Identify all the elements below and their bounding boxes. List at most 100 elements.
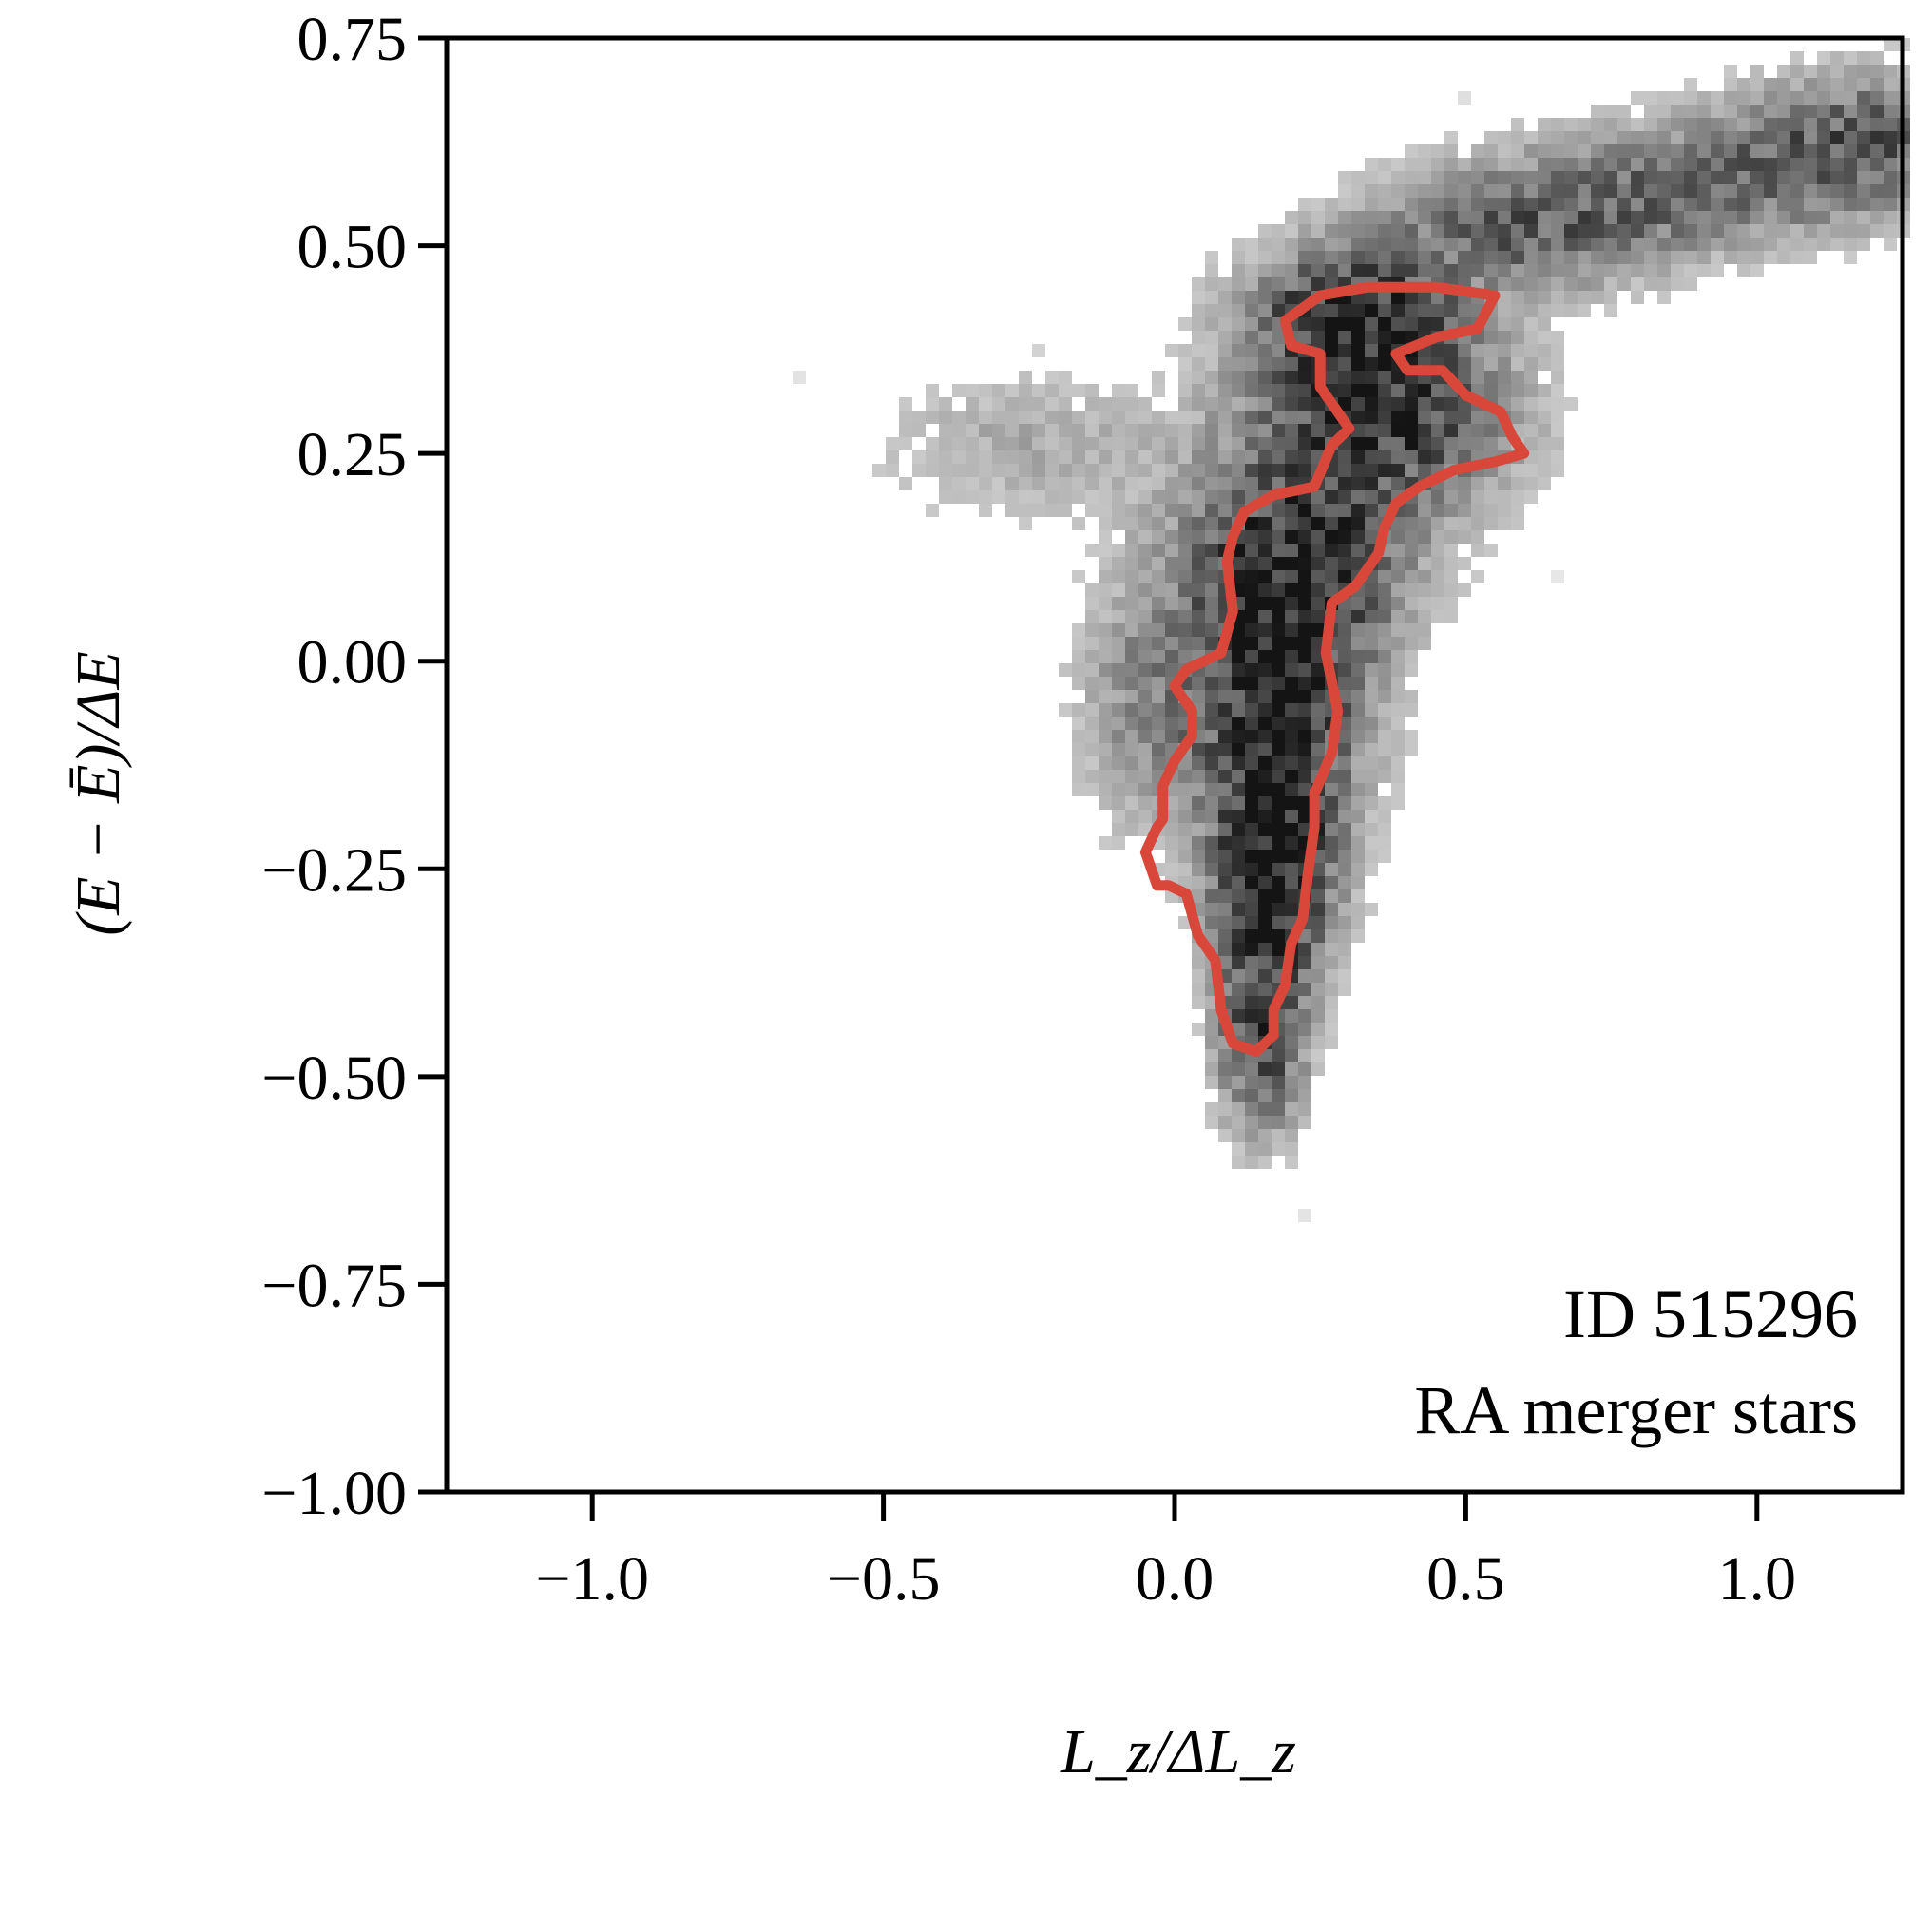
heatmap-cell: [1378, 411, 1391, 424]
heatmap-cell: [1471, 490, 1484, 504]
heatmap-cell: [1551, 277, 1564, 291]
heatmap-cell: [1045, 490, 1059, 504]
heatmap-cell: [1870, 105, 1884, 118]
heatmap-cell: [1192, 756, 1205, 770]
heatmap-cell: [1165, 557, 1178, 570]
heatmap-cell: [1072, 477, 1085, 490]
heatmap-cell: [1830, 198, 1844, 211]
heatmap-cell: [1391, 184, 1405, 198]
heatmap-cell: [1484, 517, 1498, 530]
heatmap-cell: [1551, 304, 1564, 317]
heatmap-cell: [1192, 610, 1205, 623]
heatmap-cell: [1059, 504, 1072, 517]
heatmap-cell: [1152, 464, 1165, 477]
heatmap-cell: [1085, 544, 1099, 557]
heatmap-cell: [1019, 504, 1032, 517]
density-heatmap: [793, 38, 1910, 1222]
heatmap-cell: [1138, 743, 1152, 756]
heatmap-cell: [1471, 371, 1484, 384]
heatmap-cell: [1099, 583, 1112, 597]
heatmap-cell: [1245, 251, 1258, 264]
heatmap-cell: [1298, 1036, 1311, 1049]
heatmap-cell: [1285, 583, 1298, 597]
heatmap-cell: [1777, 171, 1790, 184]
heatmap-cell: [1644, 131, 1657, 144]
heatmap-cell: [912, 464, 926, 477]
heatmap-cell: [1258, 251, 1272, 264]
heatmap-cell: [1272, 544, 1285, 557]
heatmap-cell: [1511, 317, 1524, 331]
heatmap-cell: [1365, 690, 1378, 703]
heatmap-cell: [1165, 544, 1178, 557]
heatmap-cell: [992, 477, 1005, 490]
heatmap-cell: [1431, 583, 1444, 597]
heatmap-cell: [1764, 158, 1777, 171]
heatmap-cell: [1152, 610, 1165, 623]
heatmap-cell: [1431, 610, 1444, 623]
heatmap-cell: [1697, 224, 1711, 238]
heatmap-cell: [1484, 317, 1498, 331]
heatmap-cell: [1551, 344, 1564, 357]
heatmap-cell: [1311, 876, 1325, 889]
heatmap-cell: [1112, 384, 1125, 397]
heatmap-cell: [1272, 796, 1285, 810]
heatmap-cell: [1524, 424, 1538, 437]
heatmap-cell: [1338, 464, 1351, 477]
heatmap-cell: [1258, 557, 1272, 570]
heatmap-cell: [1178, 490, 1192, 504]
heatmap-cell: [1391, 570, 1405, 583]
heatmap-cell: [1152, 384, 1165, 397]
heatmap-cell: [1232, 357, 1245, 371]
heatmap-cell: [1165, 850, 1178, 863]
heatmap-cell: [1351, 251, 1365, 264]
heatmap-cell: [1498, 158, 1511, 171]
heatmap-cell: [1418, 198, 1431, 211]
heatmap-cell: [1059, 371, 1072, 384]
heatmap-cell: [1365, 597, 1378, 610]
heatmap-cell: [1311, 983, 1325, 996]
heatmap-cell: [1777, 198, 1790, 211]
heatmap-cell: [1830, 131, 1844, 144]
heatmap-cell: [1378, 437, 1391, 450]
heatmap-cell: [1232, 1009, 1245, 1023]
heatmap-cell: [1764, 118, 1777, 131]
heatmap-cell: [1258, 517, 1272, 530]
heatmap-cell: [1551, 144, 1564, 158]
heatmap-cell: [1099, 411, 1112, 424]
heatmap-cell: [992, 397, 1005, 411]
heatmap-cell: [1870, 158, 1884, 171]
heatmap-cell: [1884, 224, 1897, 238]
heatmap-cell: [1205, 437, 1218, 450]
heatmap-cell: [1365, 677, 1378, 690]
heatmap-cell: [1338, 810, 1351, 823]
heatmap-cell: [1484, 184, 1498, 198]
heatmap-cell: [1325, 304, 1338, 317]
heatmap-cell: [1032, 424, 1045, 437]
heatmap-cell: [1391, 331, 1405, 344]
heatmap-cell: [1311, 517, 1325, 530]
heatmap-cell: [1258, 224, 1272, 238]
heatmap-cell: [979, 411, 992, 424]
heatmap-cell: [1617, 251, 1631, 264]
heatmap-cell: [1085, 437, 1099, 450]
heatmap-cell: [1178, 623, 1192, 637]
heatmap-cell: [1192, 983, 1205, 996]
heatmap-cell: [1138, 796, 1152, 810]
heatmap-cell: [1338, 916, 1351, 929]
heatmap-cell: [1524, 198, 1538, 211]
heatmap-cell: [1285, 1102, 1298, 1116]
heatmap-cell: [1604, 251, 1617, 264]
heatmap-cell: [1125, 570, 1138, 583]
heatmap-cell: [1405, 583, 1418, 597]
heatmap-cell: [1351, 530, 1365, 544]
heatmap-cell: [1298, 450, 1311, 464]
heatmap-cell: [1484, 251, 1498, 264]
heatmap-cell: [1178, 850, 1192, 863]
heatmap-cell: [1511, 264, 1524, 277]
heatmap-cell: [1431, 158, 1444, 171]
heatmap-cell: [1431, 198, 1444, 211]
heatmap-cell: [1112, 597, 1125, 610]
heatmap-cell: [1391, 411, 1405, 424]
heatmap-cell: [1285, 1116, 1298, 1129]
heatmap-cell: [1232, 943, 1245, 956]
